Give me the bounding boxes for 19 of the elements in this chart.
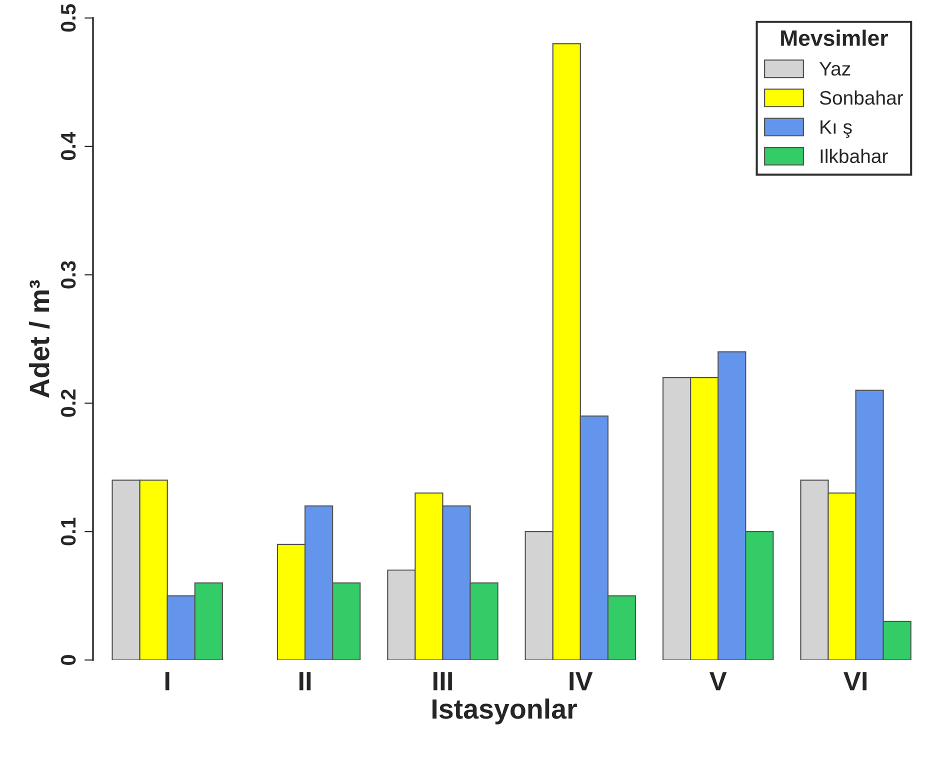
y-tick-label: 0.5 — [60, 4, 76, 32]
legend-label: Kı ş — [820, 120, 852, 138]
x-tick-label: V — [709, 672, 727, 690]
x-tick-label: VI — [844, 672, 866, 690]
x-tick-label: IV — [570, 672, 593, 690]
legend-title: Mevsimler — [781, 30, 888, 46]
legend-label: Sonbahar — [820, 90, 904, 105]
y-axis-title: Adet / m³ — [28, 280, 50, 398]
x-axis-title: Istasyonlar — [432, 698, 577, 724]
x-tick-label: III — [433, 672, 452, 690]
y-tick-label: 0.4 — [60, 132, 76, 160]
y-tick-label: 0.3 — [60, 261, 76, 288]
legend-label: Yaz — [819, 62, 850, 76]
y-tick-label: 0.2 — [60, 390, 76, 417]
y-tick-label: 0.1 — [60, 518, 76, 546]
y-tick-label: 0 — [60, 655, 76, 665]
legend-label: Ilkbahar — [820, 148, 888, 164]
x-tick-label: I — [165, 672, 170, 690]
x-tick-label: II — [299, 672, 311, 690]
